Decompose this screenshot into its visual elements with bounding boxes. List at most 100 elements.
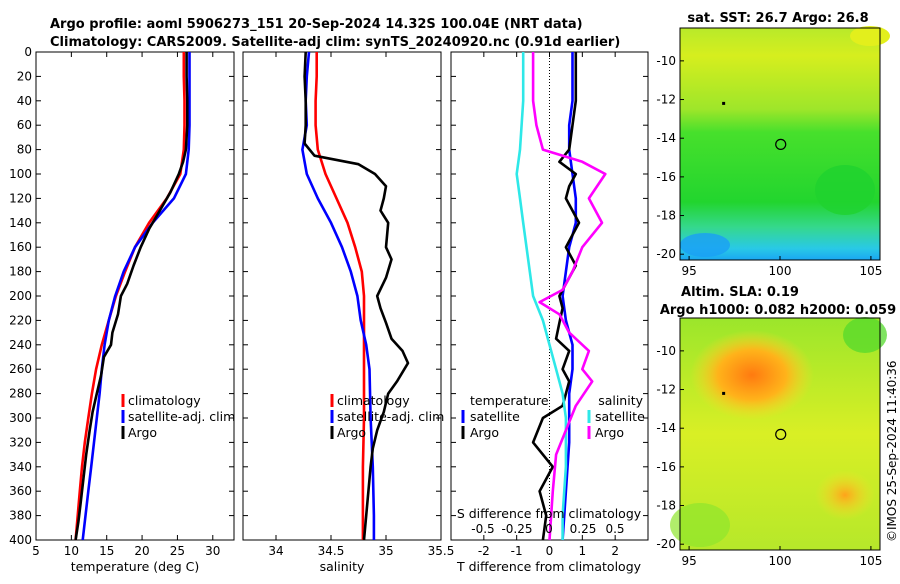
legend-satellite-clim: satellite-adj. clim	[128, 409, 235, 424]
y-tick-label: 120	[9, 191, 32, 205]
map-y-tick-label: -16	[656, 460, 676, 474]
s-tick: -0.25	[501, 522, 532, 536]
map-x-tick-label: 105	[859, 554, 882, 568]
map-y-tick-label: -20	[656, 247, 676, 261]
x-tick-label: 35	[378, 544, 393, 558]
sst-green-patch	[815, 165, 875, 215]
y-tick-label: 360	[9, 484, 32, 498]
series-line-t-argo	[531, 52, 581, 541]
sla-map-title1: Altim. SLA: 0.19	[681, 285, 799, 300]
legend-satellite-clim: satellite-adj. clim	[337, 409, 444, 424]
difference-y-ticks	[451, 51, 648, 541]
map-x-tick-label: 100	[769, 554, 792, 568]
x-tick-label: 34	[268, 544, 283, 558]
legend-salinity-title: salinity	[598, 393, 643, 408]
y-tick-label: 160	[9, 240, 32, 254]
y-tick-label: 320	[9, 435, 32, 449]
map-y-tick-label: -14	[656, 131, 676, 145]
s-difference-label: S difference from climatology	[457, 506, 642, 521]
x-tick-label: -2	[478, 544, 490, 558]
legend-s-satellite: satellite	[595, 409, 645, 424]
salinity-plot-frame	[242, 51, 442, 541]
temperature-lines	[74, 52, 191, 541]
y-tick-label: 100	[9, 167, 32, 181]
sla-low-patch	[843, 317, 887, 353]
header-line1: Argo profile: aoml 5906273_151 20-Sep-20…	[50, 17, 583, 32]
map-y-tick-label: -14	[656, 421, 676, 435]
y-tick-label: 280	[9, 387, 32, 401]
imos-timestamp: ©IMOS 25-Sep-2024 11:40:36	[885, 360, 899, 542]
series-line-climatology	[314, 52, 366, 540]
x-tick-label: -1	[511, 544, 523, 558]
temperature-y-ticks: 0 20 40 60 80 100 120 140 160 180 200 220 240 260 280 3…	[9, 45, 234, 547]
sla-high-anomaly	[690, 330, 814, 420]
salinity-plot: 34 34.5 35 35.5 salinity climatology satell…	[242, 51, 454, 574]
sla-warm-patch	[815, 470, 875, 520]
difference-xlabel: T difference from climatology	[456, 559, 642, 574]
map-x-tick-label: 95	[681, 264, 696, 278]
series-line-satellite-adj-clim	[81, 52, 191, 541]
map-y-tick-label: -18	[656, 499, 676, 513]
map-y-tick-label: -10	[656, 344, 676, 358]
series-line-argo	[74, 52, 189, 541]
temperature-plot-frame	[35, 51, 235, 541]
difference-plot: -2 -1 0 1 2 T difference from climatology S …	[450, 51, 649, 574]
x-tick-label: 1	[579, 544, 587, 558]
y-tick-label: 200	[9, 289, 32, 303]
x-tick-label: 10	[64, 544, 79, 558]
y-tick-label: 20	[17, 69, 32, 83]
difference-legend: temperature satellite Argo salinity sate…	[461, 393, 645, 440]
x-tick-label: 25	[170, 544, 185, 558]
y-tick-label: 400	[9, 533, 32, 547]
legend-t-satellite: satellite	[470, 409, 520, 424]
temperature-x-ticks: 5 10 15 20 25 30	[32, 52, 220, 558]
argo-position-marker	[775, 428, 787, 440]
x-tick-label: 30	[205, 544, 220, 558]
legend-t-argo: Argo	[470, 425, 499, 440]
s-difference-ticks: -0.5 -0.25 0 0.25 0.5	[471, 522, 624, 536]
legend-temperature-title: temperature	[470, 393, 549, 408]
sst-cold-patch	[680, 233, 730, 257]
reference-marker	[722, 391, 726, 395]
legend-argo: Argo	[337, 425, 366, 440]
y-tick-label: 300	[9, 411, 32, 425]
sst-map: 95 100 105 -10 -12 -14 -16 -18 -20	[656, 26, 890, 278]
y-tick-label: 180	[9, 265, 32, 279]
x-tick-label: 0	[546, 544, 554, 558]
y-tick-label: 220	[9, 313, 32, 327]
map-y-tick-label: -18	[656, 209, 676, 223]
sst-map-title: sat. SST: 26.7 Argo: 26.8	[687, 11, 868, 26]
sst-field	[680, 28, 880, 260]
series-line-argo	[303, 51, 410, 541]
sla-map: 95 100 105 -10 -12 -14 -16 -18 -20	[656, 317, 887, 568]
y-tick-label: 240	[9, 338, 32, 352]
map-x-tick-label: 95	[681, 554, 696, 568]
x-tick-label: 15	[99, 544, 114, 558]
legend-climatology: climatology	[128, 393, 201, 408]
s-tick: -0.5	[471, 522, 494, 536]
s-tick: 0.5	[605, 522, 624, 536]
legend-climatology: climatology	[337, 393, 410, 408]
series-line-s-satellite	[515, 52, 568, 540]
temperature-plot: 0 20 40 60 80 100 120 140 160 180 200 220 240 260 280 3…	[9, 45, 235, 574]
s-tick: 0.25	[570, 522, 597, 536]
map-y-tick-label: -20	[656, 537, 676, 551]
reference-marker	[722, 101, 726, 105]
sla-map-ticks: 95 100 105 -10 -12 -14 -16 -18 -20	[656, 344, 882, 568]
s-tick: 0	[545, 522, 553, 536]
y-tick-label: 140	[9, 216, 32, 230]
salinity-lines	[301, 51, 410, 541]
y-tick-label: 380	[9, 509, 32, 523]
legend-s-argo: Argo	[595, 425, 624, 440]
argo-position-marker	[775, 138, 787, 150]
series-line-s-argo	[531, 52, 607, 541]
temperature-xlabel: temperature (deg C)	[71, 559, 200, 574]
map-y-tick-label: -12	[656, 383, 676, 397]
x-tick-label: 2	[611, 544, 619, 558]
legend-argo: Argo	[128, 425, 157, 440]
y-tick-label: 0	[24, 45, 32, 59]
x-tick-label: 34.5	[318, 544, 345, 558]
salinity-x-ticks: 34 34.5 35 35.5	[268, 52, 454, 558]
sla-map-title2: Argo h1000: 0.082 h2000: 0.059	[660, 303, 896, 318]
